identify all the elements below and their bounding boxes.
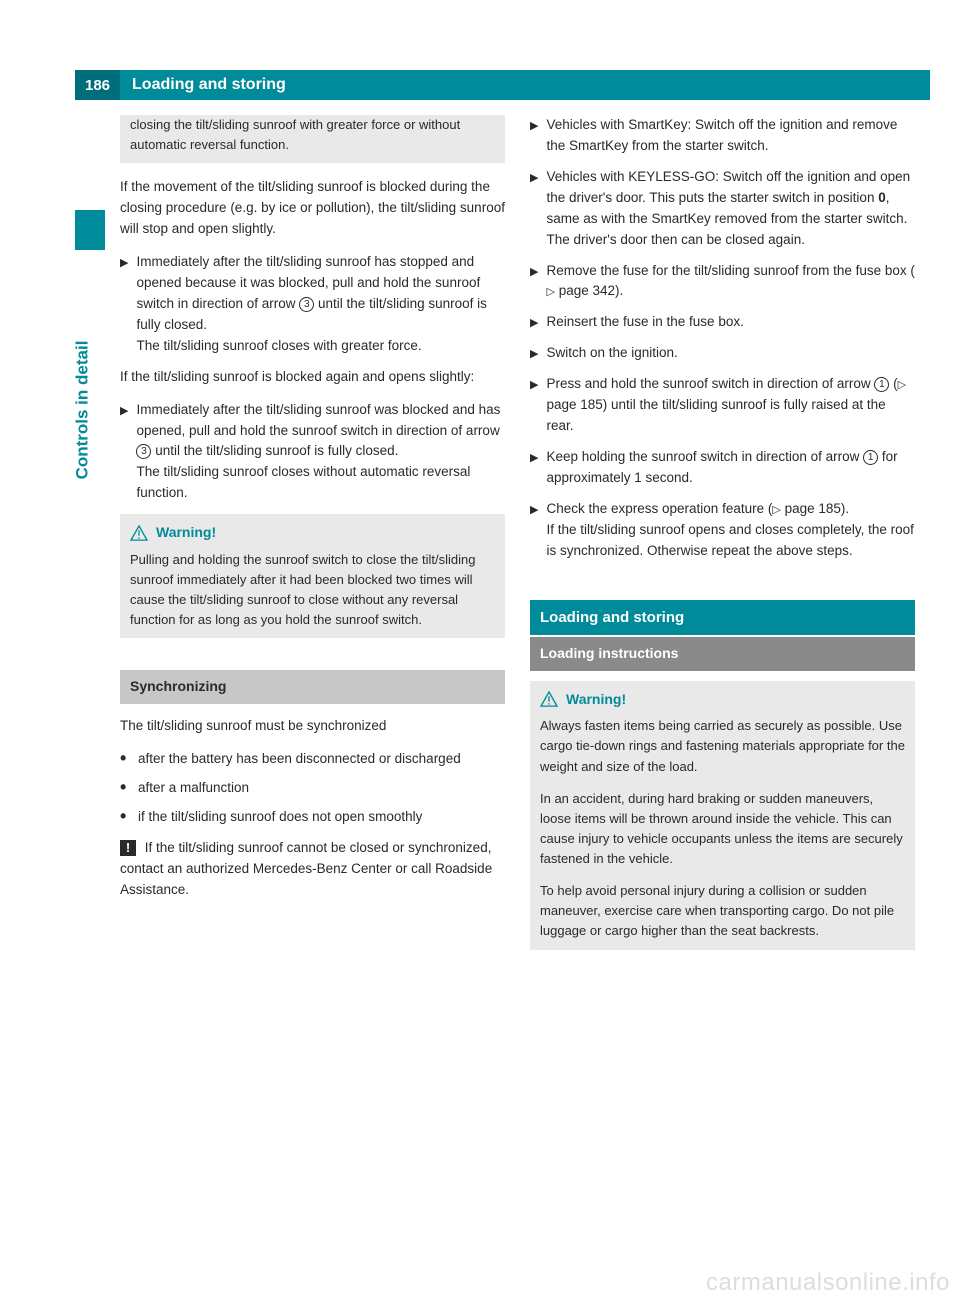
step-text: Remove the fuse for the tilt/sliding sun… — [546, 261, 915, 303]
bullet-item: • if the tilt/sliding sunroof does not o… — [120, 807, 505, 828]
step-item: ▶ Immediately after the tilt/sliding sun… — [120, 252, 505, 357]
warning-label: Warning! — [566, 689, 626, 711]
pageref-icon: ▷ — [546, 284, 554, 301]
warning-text: To help avoid personal injury during a c… — [540, 881, 905, 941]
step-item: ▶ Vehicles with SmartKey: Switch off the… — [530, 115, 915, 157]
bullet-item: • after the battery has been disconnecte… — [120, 749, 505, 770]
pageref-icon: ▷ — [772, 502, 780, 519]
bullet-marker-icon: • — [120, 807, 130, 828]
watermark: carmanualsonline.info — [706, 1269, 950, 1297]
important-note: ! If the tilt/sliding sunroof cannot be … — [120, 838, 505, 901]
step-item: ▶ Immediately after the tilt/sliding sun… — [120, 400, 505, 505]
step-text: Immediately after the tilt/sliding sunro… — [136, 400, 505, 505]
step-item: ▶ Reinsert the fuse in the fuse box. — [530, 312, 915, 333]
side-tab: Controls in detail — [75, 270, 105, 490]
step-text: Immediately after the tilt/sliding sunro… — [136, 252, 505, 357]
bullet-text: if the tilt/sliding sunroof does not ope… — [138, 807, 505, 828]
step-text: Check the express operation feature (▷ p… — [546, 499, 915, 562]
warning-text: Pulling and holding the sunroof switch t… — [130, 550, 495, 631]
warning-label: Warning! — [156, 522, 216, 544]
side-tab-text: Controls in detail — [72, 341, 92, 480]
step-item: ▶ Keep holding the sunroof switch in dir… — [530, 447, 915, 489]
step-marker-icon: ▶ — [120, 252, 128, 357]
header-bar: 186 Loading and storing — [75, 70, 930, 100]
bullet-text: after a malfunction — [138, 778, 505, 799]
step-item: ▶ Vehicles with KEYLESS-GO: Switch off t… — [530, 167, 915, 251]
warning-text: Always fasten items being carried as sec… — [540, 716, 905, 776]
left-column: closing the tilt/sliding sunroof with gr… — [120, 115, 505, 964]
section-title-teal: Loading and storing — [530, 600, 915, 635]
paragraph: If the tilt/sliding sunroof is blocked a… — [120, 367, 505, 388]
step-item: ▶ Press and hold the sunroof switch in d… — [530, 374, 915, 437]
right-column: ▶ Vehicles with SmartKey: Switch off the… — [530, 115, 915, 964]
section-title-gray: Loading instructions — [530, 637, 915, 671]
exclamation-icon: ! — [120, 840, 136, 856]
step-marker-icon: ▶ — [530, 343, 538, 364]
step-text: Vehicles with SmartKey: Switch off the i… — [546, 115, 915, 157]
ref-circle-icon: 1 — [874, 377, 889, 392]
step-text: Reinsert the fuse in the fuse box. — [546, 312, 915, 333]
subsection-title: Synchronizing — [120, 670, 505, 704]
header-title: Loading and storing — [120, 76, 286, 94]
warning-triangle-icon — [540, 691, 558, 707]
step-marker-icon: ▶ — [530, 447, 538, 489]
content-area: closing the tilt/sliding sunroof with gr… — [120, 115, 915, 964]
step-marker-icon: ▶ — [530, 374, 538, 437]
page-number: 186 — [75, 70, 120, 100]
warning-header: Warning! — [130, 522, 495, 544]
side-tab-marker — [75, 210, 105, 250]
step-marker-icon: ▶ — [530, 115, 538, 157]
step-text: Switch on the ignition. — [546, 343, 915, 364]
step-marker-icon: ▶ — [530, 261, 538, 303]
bullet-marker-icon: • — [120, 749, 130, 770]
step-text: Vehicles with KEYLESS-GO: Switch off the… — [546, 167, 915, 251]
ref-circle-icon: 3 — [299, 297, 314, 312]
pageref-icon: ▷ — [898, 377, 906, 394]
paragraph: The tilt/sliding sunroof must be synchro… — [120, 716, 505, 737]
ref-circle-icon: 1 — [863, 450, 878, 465]
step-item: ▶ Check the express operation feature (▷… — [530, 499, 915, 562]
step-marker-icon: ▶ — [530, 167, 538, 251]
warning-text: In an accident, during hard braking or s… — [540, 789, 905, 870]
paragraph: If the movement of the tilt/sliding sunr… — [120, 177, 505, 240]
bullet-marker-icon: • — [120, 778, 130, 799]
step-text: Press and hold the sunroof switch in dir… — [546, 374, 915, 437]
step-marker-icon: ▶ — [530, 499, 538, 562]
bullet-item: • after a malfunction — [120, 778, 505, 799]
step-marker-icon: ▶ — [530, 312, 538, 333]
step-text: Keep holding the sunroof switch in direc… — [546, 447, 915, 489]
warning-triangle-icon — [130, 525, 148, 541]
step-item: ▶ Remove the fuse for the tilt/sliding s… — [530, 261, 915, 303]
ref-circle-icon: 3 — [136, 444, 151, 459]
step-item: ▶ Switch on the ignition. — [530, 343, 915, 364]
warning-box: Warning! Always fasten items being carri… — [530, 681, 915, 950]
notice-continuation: closing the tilt/sliding sunroof with gr… — [120, 115, 505, 163]
page: 186 Loading and storing Controls in deta… — [0, 0, 960, 1302]
step-marker-icon: ▶ — [120, 400, 128, 505]
warning-header: Warning! — [540, 689, 905, 711]
bullet-text: after the battery has been disconnected … — [138, 749, 505, 770]
warning-box: Warning! Pulling and holding the sunroof… — [120, 514, 505, 638]
